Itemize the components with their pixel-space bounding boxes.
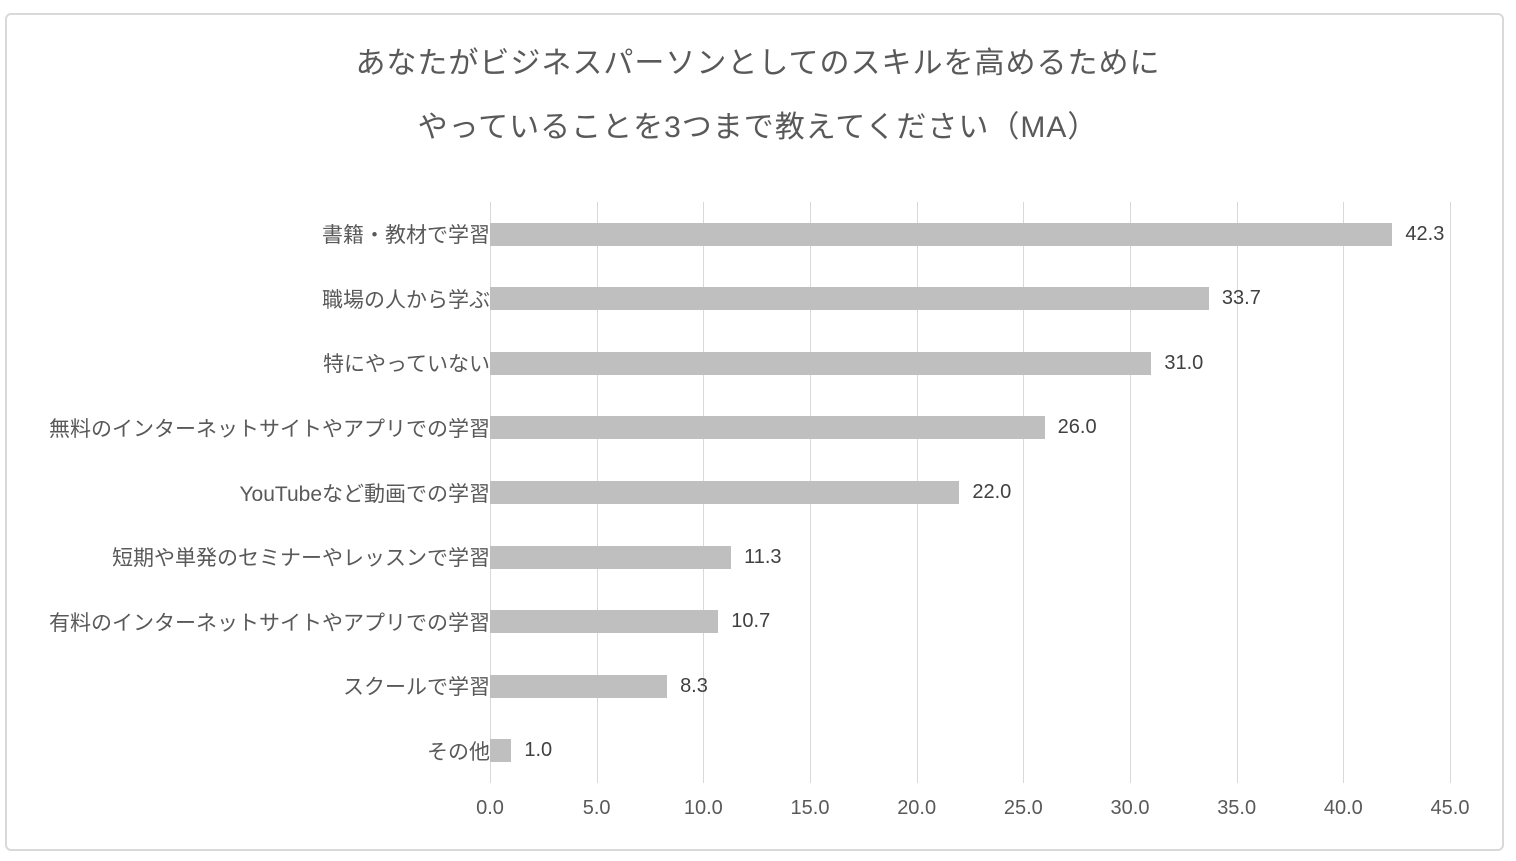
gridline [1450,202,1451,783]
bar [490,481,960,505]
bar [490,610,719,634]
bar [490,416,1045,440]
value-label: 8.3 [680,674,708,697]
category-label: 短期や単発のセミナーやレッスンで学習 [112,547,490,571]
category-label: 特にやっていない [323,353,490,377]
x-tick-label: 40.0 [1323,797,1363,819]
bar-row: 33.7 [490,267,1450,332]
bar-row: 11.3 [490,525,1450,590]
x-tick-label: 25.0 [1003,797,1043,819]
chart-title-line2: やっていることを3つまで教えてください（MA） [417,111,1099,144]
category-label: 職場の人から学ぶ [322,288,490,312]
x-tick-label: 0.0 [476,797,504,819]
bar [490,674,668,698]
value-label: 11.3 [744,545,782,568]
x-tick-label: 45.0 [1430,797,1470,819]
category-label: 有料のインターネットサイトやアプリでの学習 [49,611,490,635]
category-label: スクールで学習 [343,676,490,700]
bar-row: 10.7 [490,589,1450,654]
bar-row: 26.0 [490,396,1450,461]
bar-row: 1.0 [490,719,1450,784]
value-label: 10.7 [731,610,771,633]
chart-title-line1: あなたがビジネスパーソンとしてのスキルを高めるために [355,47,1161,80]
x-axis: 0.0 5.0 10.0 15.0 20.0 25.0 30.0 35.0 40.0 45.0 [476,797,1469,827]
gridline [1236,202,1238,783]
value-label: 22.0 [972,481,1012,504]
value-label: 1.0 [524,739,553,762]
category-label: 無料のインターネットサイトやアプリでの学習 [49,417,490,441]
category-axis: 書籍・教材で学習 職場の人から学ぶ 特にやっていない無料のインターネットサイトやアプ… [8,202,490,783]
bar-row: 31.0 [490,331,1450,396]
bar-row: 22.0 [490,460,1450,525]
category-label: その他 [427,740,490,764]
x-tick-label: 20.0 [897,797,937,819]
gridline [1129,202,1131,783]
bar [490,351,1152,375]
category-label: YouTubeなど動画での学習 [239,482,490,506]
bar [490,545,732,569]
value-label: 42.3 [1405,222,1445,245]
bar [490,222,1393,246]
x-tick-label: 10.0 [683,797,723,819]
bar [490,739,512,763]
gridline [1023,202,1025,783]
value-label: 31.0 [1164,351,1204,374]
x-tick-label: 35.0 [1217,797,1257,819]
bar-row: 42.3 [490,202,1450,267]
value-label: 26.0 [1057,416,1097,439]
gridline [1343,202,1345,783]
value-label: 33.7 [1221,287,1261,310]
category-label: 書籍・教材で学習 [322,224,490,248]
bar-rows: 42.3 33.7 31.0 26.0 22.0 11.3 10.7 8.3 1.0 [490,202,1450,783]
x-tick-label: 5.0 [582,797,611,819]
bar [490,287,1209,311]
chart-title: あなたがビジネスパーソンとしてのスキルを高めるために やっていることを3つまで教… [0,32,1516,160]
bar-row: 8.3 [490,654,1450,719]
plot-area: 42.3 33.7 31.0 26.0 22.0 11.3 10.7 8.3 1.0 [490,202,1451,783]
x-tick-label: 15.0 [790,797,830,819]
x-tick-label: 30.0 [1110,797,1150,819]
